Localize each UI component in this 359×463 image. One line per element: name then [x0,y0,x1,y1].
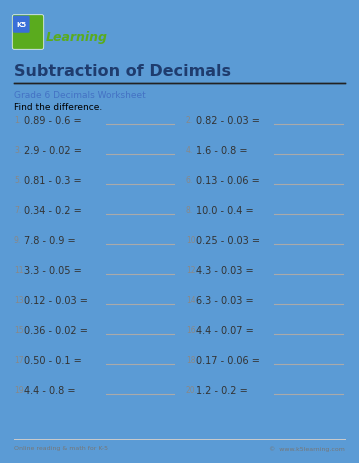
Text: Online reading & math for K-5: Online reading & math for K-5 [14,445,108,450]
Text: 0.89 - 0.6 =: 0.89 - 0.6 = [24,116,81,126]
Text: ©  www.k5learning.com: © www.k5learning.com [269,445,345,450]
Text: 1.: 1. [14,116,21,125]
Text: 11.: 11. [14,265,26,275]
Text: 17.: 17. [14,355,26,364]
Text: 2.9 - 0.02 =: 2.9 - 0.02 = [24,146,82,156]
Text: 16.: 16. [186,325,198,334]
Text: Find the difference.: Find the difference. [14,103,102,112]
Text: 14.: 14. [186,295,198,304]
Text: 0.34 - 0.2 =: 0.34 - 0.2 = [24,206,82,216]
Text: 0.82 - 0.03 =: 0.82 - 0.03 = [196,116,260,126]
FancyBboxPatch shape [12,16,44,50]
Text: 19.: 19. [14,385,26,394]
Text: 4.: 4. [186,146,193,155]
Text: 3.: 3. [14,146,21,155]
Text: 0.12 - 0.03 =: 0.12 - 0.03 = [24,295,88,305]
Text: 4.3 - 0.03 =: 4.3 - 0.03 = [196,265,253,275]
Text: 4.4 - 0.07 =: 4.4 - 0.07 = [196,325,254,335]
Text: 7.8 - 0.9 =: 7.8 - 0.9 = [24,236,76,245]
Text: 12.: 12. [186,265,198,275]
Text: 1.2 - 0.2 =: 1.2 - 0.2 = [196,385,248,395]
Text: 3.3 - 0.05 =: 3.3 - 0.05 = [24,265,82,275]
Text: Learning: Learning [46,31,107,44]
Text: K5: K5 [17,22,27,28]
Text: 1.6 - 0.8 =: 1.6 - 0.8 = [196,146,247,156]
Text: 2.: 2. [186,116,193,125]
Text: 6.: 6. [186,175,193,185]
Text: 10.0 - 0.4 =: 10.0 - 0.4 = [196,206,253,216]
Text: 6.3 - 0.03 =: 6.3 - 0.03 = [196,295,253,305]
Text: Subtraction of Decimals: Subtraction of Decimals [14,64,231,79]
Text: 0.13 - 0.06 =: 0.13 - 0.06 = [196,175,260,186]
Text: 18.: 18. [186,355,198,364]
Text: 0.50 - 0.1 =: 0.50 - 0.1 = [24,355,82,365]
Text: 10.: 10. [186,236,198,244]
Text: 0.25 - 0.03 =: 0.25 - 0.03 = [196,236,260,245]
Text: 0.81 - 0.3 =: 0.81 - 0.3 = [24,175,81,186]
Text: 20.: 20. [186,385,198,394]
Text: 7.: 7. [14,206,21,214]
Text: 0.36 - 0.02 =: 0.36 - 0.02 = [24,325,88,335]
Text: 0.17 - 0.06 =: 0.17 - 0.06 = [196,355,260,365]
Text: 4.4 - 0.8 =: 4.4 - 0.8 = [24,385,75,395]
FancyBboxPatch shape [13,17,29,34]
Text: 9.: 9. [14,236,21,244]
Text: Grade 6 Decimals Worksheet: Grade 6 Decimals Worksheet [14,91,146,100]
Text: 5.: 5. [14,175,21,185]
Text: 13.: 13. [14,295,26,304]
Text: 15.: 15. [14,325,26,334]
Text: 8.: 8. [186,206,193,214]
